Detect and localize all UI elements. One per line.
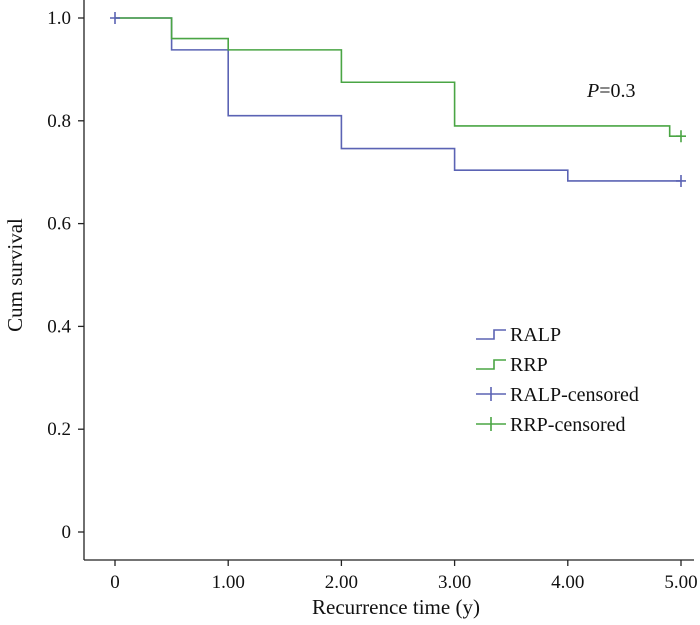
p-value-annotation: P=0.3 bbox=[586, 80, 636, 102]
x-axis-title: Recurrence time (y) bbox=[312, 595, 480, 619]
legend-label: RALP-censored bbox=[510, 384, 639, 406]
y-tick-label: 0.4 bbox=[47, 316, 71, 337]
censor-mark-rrp bbox=[676, 130, 686, 143]
legend-label: RRP bbox=[510, 354, 548, 376]
legend-swatch-censored bbox=[476, 417, 506, 431]
y-tick-label: 0.8 bbox=[47, 111, 71, 132]
censor-mark-ralp bbox=[676, 174, 686, 187]
axes bbox=[83, 0, 694, 561]
series-layer bbox=[115, 17, 681, 182]
censor-marks bbox=[110, 12, 686, 187]
y-tick-label: 0.6 bbox=[47, 214, 71, 235]
legend-label: RALP bbox=[510, 324, 561, 346]
legend: RALP RRP RALP-censored RRP-censored bbox=[476, 324, 639, 436]
x-tick-label: 4.00 bbox=[551, 572, 584, 593]
y-tick-label: 1.0 bbox=[47, 8, 71, 29]
y-tick-label: 0 bbox=[62, 522, 72, 543]
legend-swatch-line bbox=[476, 329, 506, 340]
legend-label: RRP-censored bbox=[510, 414, 626, 436]
legend-swatch-line bbox=[476, 359, 506, 370]
x-tick-label: 5.00 bbox=[664, 572, 697, 593]
x-tick-label: 1.00 bbox=[212, 572, 245, 593]
series-line-rrp bbox=[115, 17, 681, 138]
y-axis-title: Cum survival bbox=[3, 218, 27, 332]
x-tick-label: 3.00 bbox=[438, 572, 471, 593]
censor-mark-ralp bbox=[110, 12, 120, 24]
series-line-ralp bbox=[115, 17, 681, 182]
x-tick-label: 0 bbox=[110, 572, 120, 593]
x-tick-label: 2.00 bbox=[325, 572, 358, 593]
y-tick-label: 0.2 bbox=[47, 419, 71, 440]
ticks: 00.20.40.60.81.00 1.00 2.00 3.00 4.00 5.00 bbox=[47, 8, 697, 593]
legend-swatch-censored bbox=[476, 387, 506, 401]
